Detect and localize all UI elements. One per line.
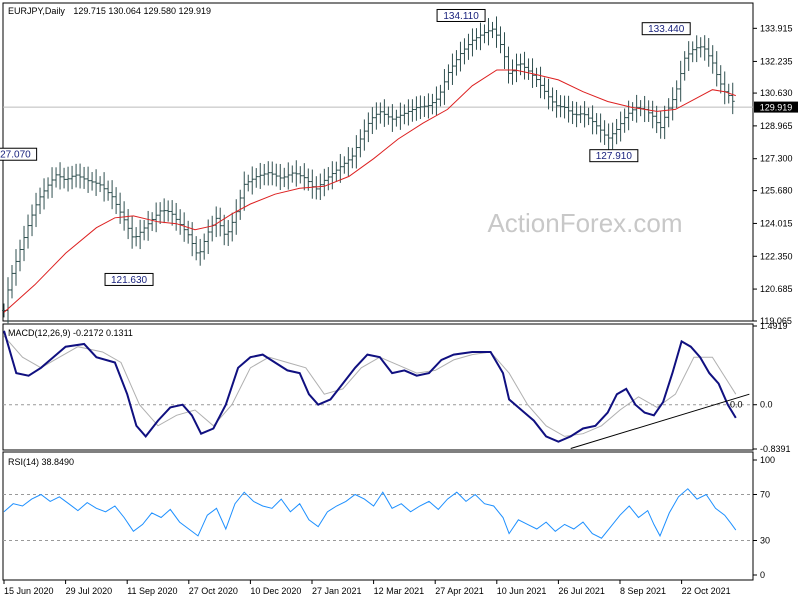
price-annotations: 127.070 121.630 134.110 127.910 133.440 [0, 8, 691, 286]
rsi-axis: 100 70 30 0 [753, 455, 775, 580]
price-annotation-label: 127.910 [596, 151, 633, 162]
watermark: ActionForex.com [487, 208, 682, 238]
symbol-label: EURJPY,Daily [8, 6, 65, 16]
price-tick-label: 127.300 [760, 154, 793, 164]
price-tick-label: 132.235 [760, 56, 793, 66]
price-tick-label: 120.685 [760, 284, 793, 294]
date-tick-label: 10 Jun 2021 [497, 586, 547, 596]
ohlc-label: 129.715 130.064 129.580 129.919 [73, 6, 211, 16]
macd-trendline [570, 393, 750, 449]
moving-average-line [3, 69, 736, 313]
macd-panel-frame [2, 323, 754, 451]
price-tick-label: 125.680 [760, 186, 793, 196]
price-annotation-box [589, 149, 639, 163]
date-tick-label: 15 Jun 2020 [4, 586, 54, 596]
price-annotation-label: 127.070 [0, 150, 31, 161]
price-annotation-box [436, 8, 486, 22]
date-axis: 15 Jun 2020 29 Jul 2020 11 Sep 2020 27 Oct … [3, 580, 731, 596]
current-price-marker: 129.919 [754, 101, 798, 113]
price-annotation-label: 133.440 [648, 24, 685, 35]
date-tick-label: 27 Apr 2021 [435, 586, 484, 596]
date-tick-label: 22 Oct 2021 [682, 586, 731, 596]
price-panel: ActionForex.com 127.070121.630134.110127… [0, 2, 798, 326]
price-bars [2, 16, 735, 324]
price-annotation-box [104, 272, 154, 286]
rsi-panel: RSI(14) 38.8490 100 70 30 0 [2, 451, 775, 581]
macd-line [3, 330, 737, 443]
price-tick-label: 133.915 [760, 23, 793, 33]
rsi-label: RSI(14) 38.8490 [8, 457, 74, 467]
date-tick-label: 27 Jan 2021 [312, 586, 362, 596]
price-annotation-box [0, 147, 38, 161]
macd-tick-label: 1.4919 [760, 321, 788, 331]
rsi-tick-label: 100 [760, 455, 775, 465]
date-tick-label: 12 Mar 2021 [374, 586, 425, 596]
price-annotation-box [641, 22, 691, 36]
date-tick-label: 10 Dec 2020 [250, 586, 301, 596]
rsi-line [3, 488, 737, 539]
date-tick-label: 27 Oct 2020 [189, 586, 238, 596]
date-tick-label: 26 Jul 2021 [558, 586, 605, 596]
price-tick-label: 128.965 [760, 121, 793, 131]
macd-panel: MACD(12,26,9) -0.2172 0.1311 1.4919 0.0 -0… [2, 321, 791, 454]
macd-label: MACD(12,26,9) -0.2172 0.1311 [8, 328, 133, 338]
date-tick-label: 11 Sep 2020 [127, 586, 177, 596]
date-tick-label: 8 Sep 2021 [620, 586, 666, 596]
price-tick-label: 124.015 [760, 218, 793, 228]
rsi-tick-label: 30 [760, 536, 770, 546]
rsi-panel-frame [2, 451, 754, 581]
macd-signal-line [3, 335, 737, 437]
price-header: EURJPY,Daily 129.715 130.064 129.580 129… [8, 6, 211, 16]
price-annotation-label: 134.110 [443, 11, 479, 22]
macd-zero-value: 0.0 [730, 400, 743, 410]
price-tick-label: 119.065 [760, 316, 792, 326]
price-tick-label: 122.350 [760, 251, 793, 261]
current-price-label: 129.919 [760, 103, 793, 113]
macd-tick-label: -0.8391 [760, 444, 791, 454]
macd-axis: 1.4919 0.0 -0.8391 0.0 [730, 321, 791, 454]
macd-tick-label: 0.0 [760, 400, 773, 410]
price-axis: 133.915 132.235 130.630 128.965 127.300 125.6… [753, 23, 793, 326]
rsi-tick-label: 0 [760, 570, 765, 580]
rsi-tick-label: 70 [760, 490, 770, 500]
current-price-box [754, 101, 798, 113]
price-annotation-label: 121.630 [111, 275, 148, 286]
price-tick-label: 130.630 [760, 88, 793, 98]
date-tick-label: 29 Jul 2020 [66, 586, 113, 596]
